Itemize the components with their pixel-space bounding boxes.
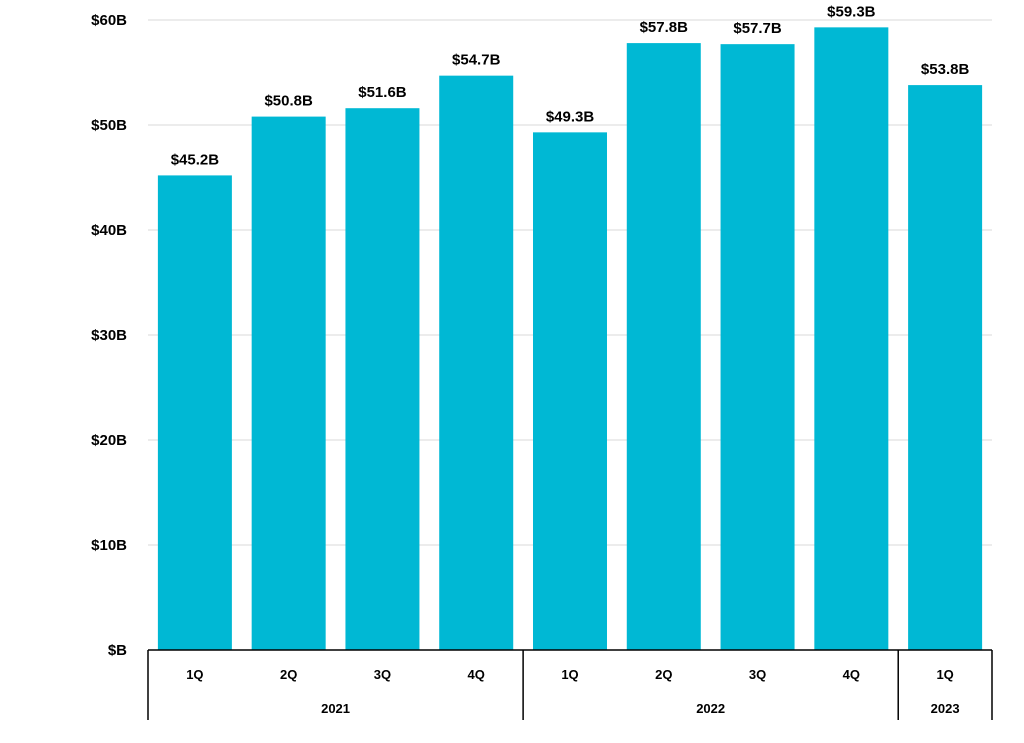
bar (908, 85, 983, 651)
data-label: $53.8B (921, 61, 970, 78)
x-tick-label: 1Q (936, 667, 953, 682)
data-label: $49.3B (546, 108, 595, 125)
data-label: $57.7B (733, 20, 782, 37)
x-tick-label: 3Q (749, 667, 766, 682)
x-tick-label: 2Q (655, 667, 672, 682)
data-label: $54.7B (452, 52, 501, 69)
y-tick-label: $10B (91, 537, 127, 554)
data-label: $59.3B (827, 3, 876, 20)
bar (720, 44, 795, 650)
x-tick-label: 2Q (280, 667, 297, 682)
x-tick-label: 1Q (561, 667, 578, 682)
bar (251, 116, 326, 651)
x-tick-label: 4Q (843, 667, 860, 682)
x-tick-label: 4Q (468, 667, 485, 682)
y-tick-label: $40B (91, 222, 127, 239)
x-tick-label: 1Q (186, 667, 203, 682)
group-label: 2021 (321, 701, 350, 716)
data-label: $45.2B (171, 151, 220, 168)
data-label: $50.8B (264, 93, 313, 110)
y-tick-label: $60B (91, 12, 127, 29)
bar (345, 108, 420, 650)
y-tick-label: $B (108, 642, 127, 659)
bar (626, 43, 701, 651)
y-tick-label: $20B (91, 432, 127, 449)
x-tick-label: 3Q (374, 667, 391, 682)
bar (533, 132, 607, 651)
y-tick-label: $30B (91, 327, 127, 344)
bar (439, 75, 514, 650)
group-label: 2022 (696, 701, 725, 716)
bar (814, 27, 889, 651)
data-label: $51.6B (358, 84, 407, 101)
group-label: 2023 (931, 701, 960, 716)
y-tick-label: $50B (91, 117, 127, 134)
bar (157, 175, 232, 650)
data-label: $57.8B (640, 19, 689, 36)
